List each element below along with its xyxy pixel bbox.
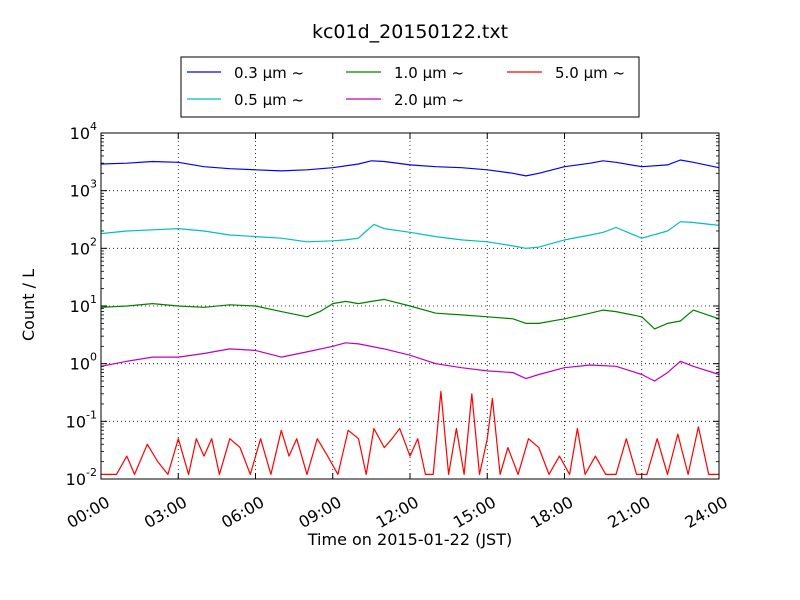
y-tick-label: 102 [70, 235, 97, 258]
series-line-4 [101, 390, 719, 475]
legend-label: 2.0 μm ~ [394, 91, 464, 109]
legend-label: 0.5 μm ~ [234, 91, 304, 109]
legend-item-1.0um: 1.0 μm ~ [346, 64, 464, 82]
x-tick-label: 03:00 [141, 492, 190, 532]
series-layer [100, 159, 720, 475]
x-tick-label: 09:00 [295, 492, 344, 532]
series-line-3 [100, 342, 720, 382]
y-tick-label: 10-1 [66, 408, 97, 431]
y-tick-label: 103 [70, 178, 97, 201]
x-tick-label: 21:00 [604, 492, 653, 532]
x-tick-label: 12:00 [373, 492, 422, 532]
legend-item-0.3um: 0.3 μm ~ [187, 64, 304, 82]
y-tick-label: 104 [70, 120, 97, 143]
legend-item-2.0um: 2.0 μm ~ [346, 91, 464, 109]
legend: 0.3 μm ~ 1.0 μm ~ 5.0 μm ~ 0.5 μm ~ 2.0 … [180, 56, 640, 118]
legend-label: 1.0 μm ~ [394, 64, 464, 82]
legend-box [180, 56, 640, 118]
axes: 00:00 03:00 06:00 09:00 12:00 15:00 18:00 21:00… [64, 120, 731, 532]
x-tick-label: 06:00 [218, 492, 267, 532]
y-tick-label: 100 [70, 351, 97, 374]
series-line-0 [100, 159, 720, 177]
series-line-1 [100, 221, 720, 249]
y-axis-label: Count / L [19, 269, 38, 341]
x-tick-label: 18:00 [527, 492, 576, 532]
chart-title: kc01d_20150122.txt [312, 21, 508, 43]
legend-label: 5.0 μm ~ [555, 64, 625, 82]
y-tick-label: 10-2 [66, 466, 97, 489]
y-tick-label: 101 [70, 293, 97, 316]
x-axis-label: Time on 2015-01-22 (JST) [307, 530, 512, 549]
x-tick-label: 24:00 [682, 492, 731, 532]
legend-item-0.5um: 0.5 μm ~ [187, 91, 304, 109]
legend-item-5.0um: 5.0 μm ~ [507, 64, 625, 82]
x-tick-label: 00:00 [64, 492, 113, 532]
legend-label: 0.3 μm ~ [234, 64, 304, 82]
series-line-2 [100, 298, 720, 330]
x-tick-label: 15:00 [450, 492, 499, 532]
